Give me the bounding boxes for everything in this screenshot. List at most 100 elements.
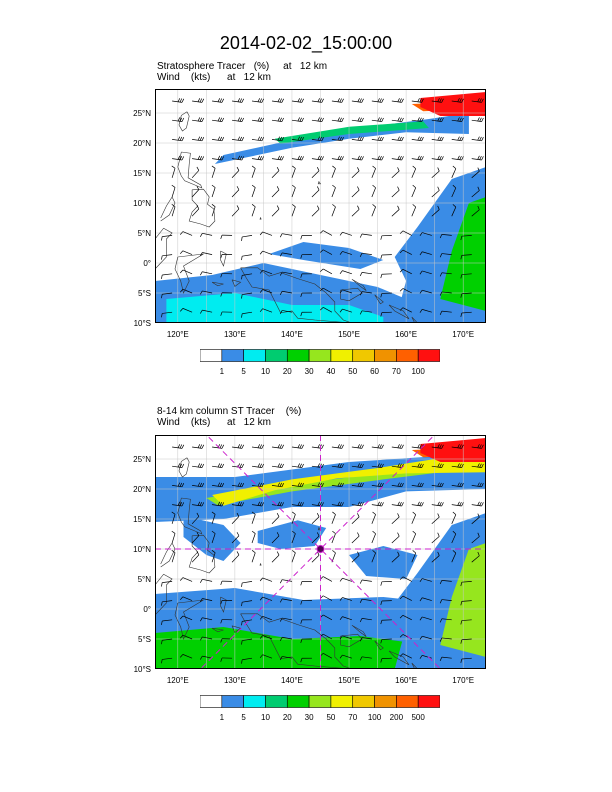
wind-barb xyxy=(241,638,253,645)
wind-barb xyxy=(279,656,293,661)
lat-tick-label: 10°S xyxy=(133,664,151,674)
colorbar-swatch xyxy=(417,349,440,362)
wind-barb xyxy=(271,155,284,161)
wind-barb xyxy=(399,288,412,294)
wind-barb xyxy=(251,444,264,449)
colorbar-label: 100 xyxy=(411,367,425,376)
wind-barb xyxy=(311,136,324,142)
lon-tick-label: 140°E xyxy=(281,676,303,685)
wind-barb xyxy=(161,254,173,260)
wind-barb xyxy=(359,291,372,296)
wind-barb xyxy=(331,136,344,142)
colorbar-swatch xyxy=(330,349,354,362)
wind-barb xyxy=(339,251,352,255)
wind-barb xyxy=(419,270,432,275)
wind-barb xyxy=(439,599,452,604)
coastline xyxy=(374,294,384,305)
colorbar-swatch xyxy=(330,695,354,708)
wind-barb xyxy=(259,289,273,294)
wind-barb xyxy=(451,136,464,142)
wind-barb xyxy=(291,155,304,161)
map-frame xyxy=(155,89,486,323)
wind-barb xyxy=(300,657,312,663)
wind-barb xyxy=(172,98,185,103)
coastline xyxy=(340,633,363,648)
colorbar-swatch xyxy=(200,349,223,362)
wind-barb xyxy=(199,617,213,622)
wind-barb xyxy=(331,184,336,198)
wind-barb xyxy=(172,136,185,142)
wind-barb xyxy=(231,155,245,161)
wind-barb xyxy=(391,532,400,544)
wind-barb xyxy=(431,513,440,525)
lon-tick-label: 170°E xyxy=(452,676,475,685)
wind-barb xyxy=(399,249,412,255)
wind-barb xyxy=(192,117,205,122)
wind-barb xyxy=(291,184,296,198)
wind-barb xyxy=(351,98,364,103)
wind-barb xyxy=(251,204,256,217)
tracer-band-north-70 xyxy=(212,453,486,506)
wind-barb xyxy=(251,117,264,122)
wind-barb xyxy=(411,511,417,524)
wind-barb xyxy=(161,292,173,299)
colorbar-label: 50 xyxy=(326,713,336,722)
wind-barb xyxy=(271,482,284,488)
wind-barb xyxy=(211,204,216,217)
wind-barb xyxy=(331,482,344,488)
wind-barb xyxy=(259,615,273,621)
wind-barb xyxy=(460,581,472,587)
wind-barb xyxy=(271,463,284,468)
wind-barb xyxy=(371,511,376,524)
wind-barb xyxy=(271,98,284,103)
tracer-region-equator-5 xyxy=(269,242,384,269)
colorbar-swatch xyxy=(374,695,397,708)
wind-barb xyxy=(291,136,304,142)
wind-barb xyxy=(211,511,216,524)
colorbar-swatch xyxy=(265,695,288,708)
wind-barb xyxy=(251,463,264,468)
colorbar-label: 5 xyxy=(241,367,246,376)
wind-barb xyxy=(231,136,245,142)
colorbar-swatch xyxy=(200,695,223,708)
wind-barb xyxy=(271,551,280,563)
wind-barb xyxy=(231,551,240,563)
wind-barb xyxy=(231,501,245,507)
wind-barb xyxy=(212,155,225,161)
wind-barb xyxy=(241,600,253,607)
wind-barb xyxy=(411,463,424,468)
lon-tick-label: 150°E xyxy=(338,330,360,339)
wind-barb xyxy=(211,184,216,198)
wind-barb xyxy=(161,600,173,606)
wind-barb xyxy=(291,482,304,488)
wind-barb xyxy=(399,595,412,601)
wind-barb xyxy=(371,501,384,507)
wind-barb xyxy=(179,634,193,640)
wind-barb xyxy=(359,272,372,277)
wind-barb xyxy=(161,619,173,626)
wind-barb xyxy=(431,117,444,122)
coastline xyxy=(231,625,242,633)
wind-barb xyxy=(351,551,360,563)
coastline xyxy=(374,640,384,651)
colorbar-label: 20 xyxy=(282,367,292,376)
wind-barb xyxy=(451,117,464,122)
wind-barb xyxy=(451,184,457,198)
lat-tick-label: 5°N xyxy=(137,228,151,238)
lon-tick-label: 140°E xyxy=(281,330,303,339)
wind-barb xyxy=(431,186,440,198)
wind-barb xyxy=(231,205,240,217)
coastline xyxy=(240,267,352,323)
lat-tick-label: 5°N xyxy=(137,574,151,584)
wind-barb xyxy=(451,98,464,103)
wind-barb xyxy=(259,654,273,659)
wind-barb xyxy=(251,501,264,507)
wind-barb xyxy=(212,136,225,142)
wind-barb xyxy=(331,165,336,178)
wind-barb xyxy=(391,551,400,563)
wind-barb xyxy=(351,532,360,544)
colorbar-swatch xyxy=(308,695,332,708)
coastline xyxy=(411,316,418,323)
wind-barb xyxy=(351,155,364,161)
wind-barb xyxy=(419,232,432,237)
